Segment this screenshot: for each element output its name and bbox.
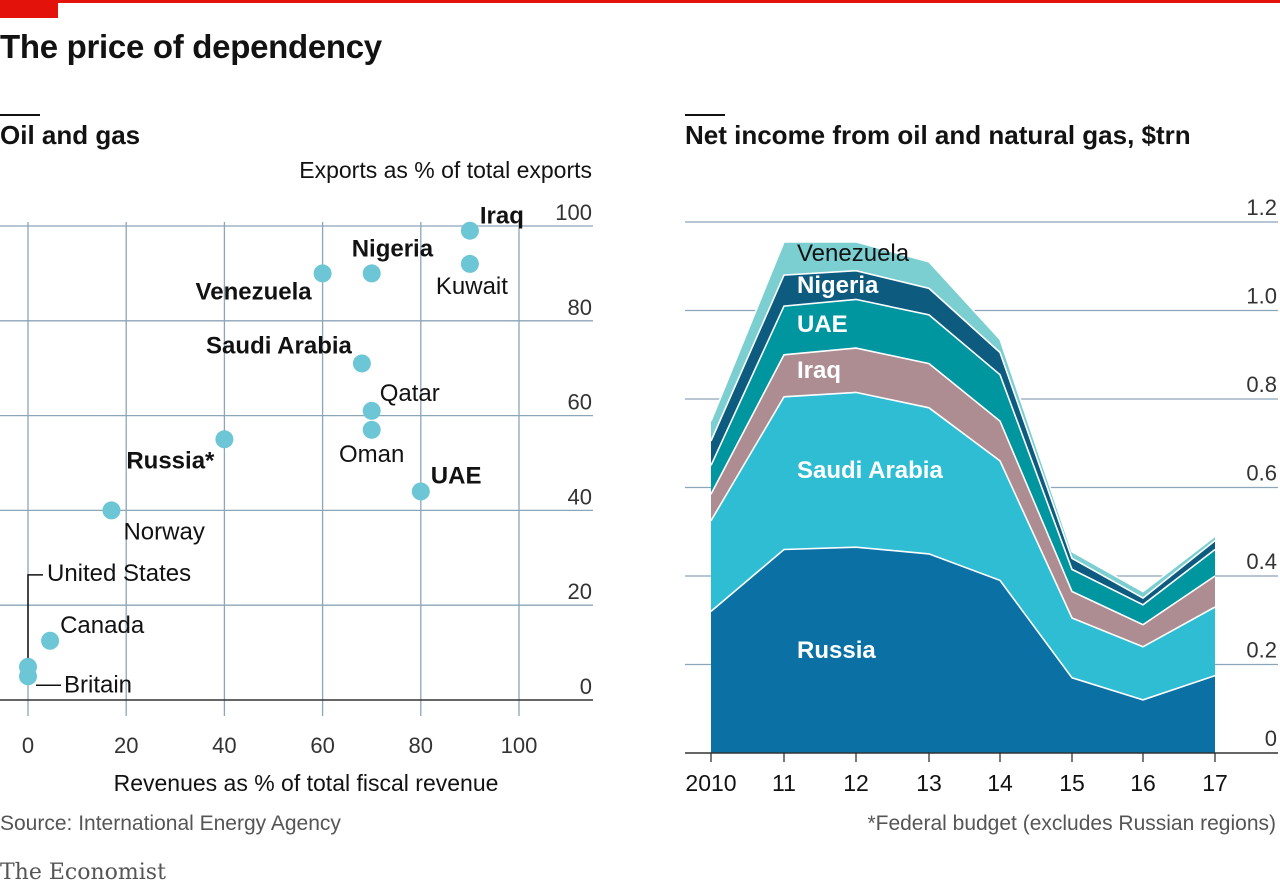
area-series-nigeria [711,270,1215,605]
area-series-venezuela [711,241,1215,599]
point-label-canada: Canada [60,612,145,639]
area-x-tick-label: 11 [772,770,796,796]
red-accent-tag [0,0,58,18]
area-y-tick-label: 0.4 [1246,549,1277,574]
scatter-x-tick-label: 0 [22,733,34,758]
page-title: The price of dependency [0,28,382,65]
series-label-uae: UAE [797,311,848,338]
area-y-tick-label: 0 [1265,726,1277,751]
scatter-y-tick-label: 100 [555,200,592,225]
scatter-point-nigeria [362,264,381,283]
left-panel-title: Oil and gas [0,120,141,150]
area-series-russia [711,547,1215,753]
scatter-point-iraq [460,221,479,240]
point-label-nigeria: Nigeria [352,235,434,262]
area-x-tick-label: 17 [1202,770,1228,796]
scatter-y-tick-label: 60 [568,390,592,415]
point-label-saudi-arabia: Saudi Arabia [206,332,352,359]
area-y-tick-label: 0.6 [1246,461,1277,486]
point-label-venezuela: Venezuela [196,278,313,305]
top-accent-line [0,0,1280,3]
area-y-tick-label: 0.8 [1246,372,1277,397]
point-label-norway: Norway [123,518,204,545]
point-label-kuwait: Kuwait [436,273,508,300]
scatter-point-venezuela [313,264,332,283]
scatter-point-qatar [362,401,381,420]
scatter-point-britain [19,667,37,686]
area-x-tick-label: 16 [1130,770,1156,796]
point-label-britain: Britain [64,671,132,698]
series-label-iraq: Iraq [797,357,841,384]
point-label-united-states: United States [47,560,191,587]
scatter-x-tick-label: 80 [409,733,433,758]
right-panel-rule [685,114,725,116]
point-label-uae: UAE [431,462,482,489]
area-boundary-russia [710,546,1216,701]
source-note: Source: International Energy Agency [0,812,341,835]
area-x-tick-label: 13 [916,770,942,796]
point-label-oman: Oman [339,441,404,468]
left-panel-rule [0,114,40,116]
scatter-y-tick-label: 20 [568,579,592,604]
scatter-y-tick-label: 80 [568,295,592,320]
series-label-saudi-arabia: Saudi Arabia [797,457,943,484]
series-label-nigeria: Nigeria [797,272,879,299]
area-y-tick-label: 1.2 [1246,195,1277,220]
area-boundary-uae [710,298,1216,606]
series-label-venezuela: Venezuela [797,240,910,267]
right-panel-title: Net income from oil and natural gas, $tr… [685,120,1191,150]
area-y-tick-label: 0.2 [1246,638,1277,663]
scatter-x-tick-label: 60 [310,733,334,758]
area-x-tick-label: 2010 [685,770,736,796]
scatter-chart: 0 20 40 60 80 100 0 20 40 60 80 100 Exports as % of … [0,157,593,796]
scatter-point-canada [41,631,60,650]
area-boundary-iraq [710,347,1216,626]
footnote: *Federal budget (excludes Russian region… [867,812,1276,835]
scatter-x-tick-label: 40 [212,733,236,758]
area-x-tick-label: 15 [1059,770,1085,796]
area-x-tick-label: 14 [987,770,1013,796]
series-label-russia: Russia [797,637,876,664]
scatter-point-oman [362,420,381,439]
area-x-tick-label: 12 [843,770,869,796]
scatter-x-tick-label: 20 [114,733,138,758]
scatter-point-kuwait [460,254,479,273]
area-boundary-nigeria [710,269,1216,600]
brand-logo: The Economist [0,860,166,885]
scatter-x-axis-title: Revenues as % of total fiscal revenue [114,770,499,796]
scatter-x-tick-label: 100 [501,733,538,758]
scatter-point-saudi-arabia [352,354,371,373]
area-y-tick-label: 1.0 [1246,284,1277,309]
area-series-uae [711,299,1215,625]
point-label-iraq: Iraq [480,203,524,230]
scatter-y-axis-title: Exports as % of total exports [299,157,592,183]
point-label-qatar: Qatar [380,380,440,407]
point-label-russia: Russia* [126,447,215,474]
scatter-y-tick-label: 40 [568,484,592,509]
scatter-point-norway [102,501,121,520]
area-series-saudi-arabia [711,392,1215,700]
scatter-point-russia [215,430,234,449]
area-series-iraq [711,348,1215,647]
united-states-leader-line [27,574,43,667]
area-boundary-venezuela [710,241,1216,593]
scatter-y-tick-label: 0 [580,674,592,699]
stacked-area-chart: 0 0.2 0.4 0.6 0.8 1.0 1.2 2010 11 12 13 14 15 16 17 Rus… [685,195,1278,796]
area-boundary-saudi-arabia [710,391,1216,648]
scatter-point-uae [411,482,430,501]
